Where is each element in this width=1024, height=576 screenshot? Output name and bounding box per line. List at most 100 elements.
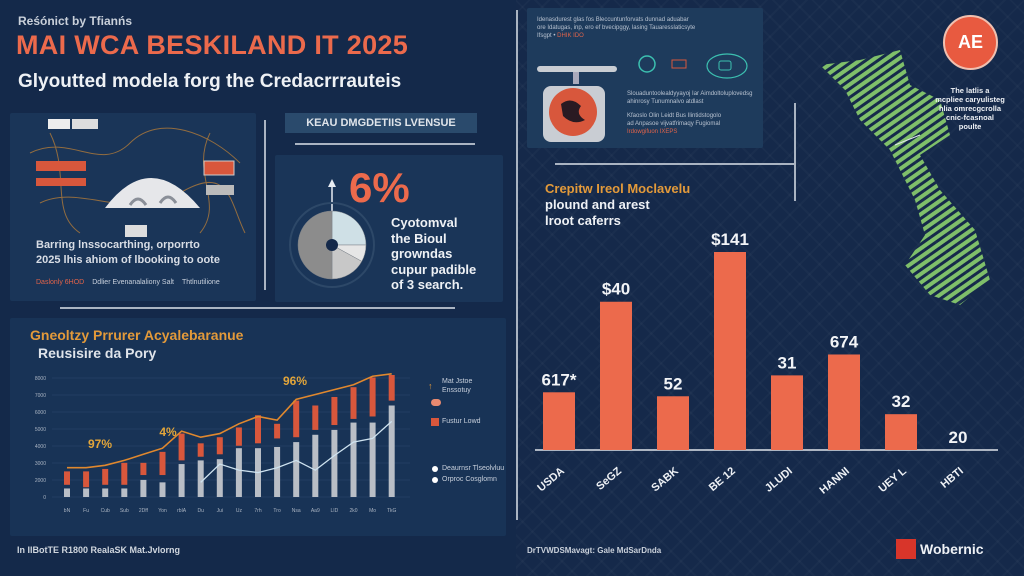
- page-subtitle: Glyoutted modela forg the Credacrrrautei…: [18, 71, 402, 92]
- x-tick-label: BE 12: [707, 465, 738, 494]
- x-tick-label: SABK: [649, 465, 681, 494]
- gray-bar: [350, 422, 357, 497]
- orange-bar: [235, 427, 242, 446]
- y-tick-label: 8000: [35, 376, 46, 382]
- device-top-text: Idenasdurest glas fos Bleccuntunforvats …: [537, 16, 757, 40]
- x-tick-label: SeGZ: [594, 465, 624, 493]
- text-line: Slouaduntoolealdyyayoj Iar Aimdoltoluplo…: [627, 91, 753, 97]
- orange-bar: [293, 400, 300, 438]
- legend-swatch: [431, 418, 439, 426]
- globe-illustration: [29, 119, 246, 237]
- x-tick-label: LID: [331, 508, 339, 514]
- arrow-up-icon: ↑: [428, 381, 433, 391]
- logo-icon: [896, 539, 916, 559]
- x-tick-label: 2Dff: [139, 508, 149, 514]
- globe-text-line2: 2025 lhis ahiom of lbooking to oote: [36, 254, 220, 266]
- text-line: ore Idatugas, inp, ero ef bvecipggy, las…: [537, 25, 696, 31]
- legend-item: Fustur Lowd: [442, 418, 481, 425]
- desc-line: the Bioul: [391, 230, 447, 246]
- arrow-head-icon: [328, 179, 336, 187]
- data-label: $40: [602, 280, 630, 299]
- bar: [714, 251, 746, 450]
- gray-bar: [159, 482, 166, 497]
- globe-legend: Daslonly 6HOD Ddlier Evenanalaliony Salt…: [36, 279, 220, 286]
- x-tick-label: Nsa: [292, 508, 301, 514]
- legend-item: Thtlnutilione: [181, 279, 220, 286]
- divider: [295, 143, 475, 145]
- x-tick-label: Du: [197, 508, 204, 514]
- trend-chart-subtitle: Reusisire da Pory: [38, 345, 157, 361]
- gray-bar: [140, 479, 147, 497]
- x-tick-label: 2k0: [349, 508, 357, 514]
- orange-bar: [274, 423, 281, 439]
- x-tick-label: Yon: [158, 508, 167, 514]
- chart-title-line: lroot caferrs: [545, 213, 621, 228]
- stat-header: KEAU DMGDETIIS LVENSUE: [285, 113, 477, 133]
- data-label: 32: [892, 392, 911, 411]
- chart-title: Gneoltzy Prrurer Acyalebaranue: [30, 327, 244, 343]
- x-tick-label: USDA: [535, 465, 567, 494]
- kicker-text: Reśónict by Tfianńs: [18, 14, 133, 28]
- gray-bar: [312, 434, 319, 497]
- chart-title-line: plound and arest: [545, 197, 650, 212]
- page-title: MAI WCA BESKILAND IT 2025: [16, 30, 409, 60]
- x-tick-label: rblA: [177, 508, 187, 514]
- data-label: 31: [778, 353, 797, 372]
- orange-bar: [178, 433, 185, 461]
- legend-item: Daslonly 6HOD: [36, 279, 85, 286]
- y-tick-label: 0: [43, 495, 46, 501]
- y-tick-label: 3000: [35, 461, 46, 467]
- text-line: mcpliee caryulisteg: [935, 95, 1005, 104]
- x-tick-label: Jui: [217, 508, 223, 514]
- trend-line-orange: [67, 372, 392, 469]
- trend-line-white: [200, 420, 393, 483]
- pie-gauge: [289, 179, 375, 288]
- legend-swatch: [431, 399, 441, 406]
- gray-bar: [369, 422, 376, 497]
- pie-slice: [297, 210, 333, 280]
- data-label: $141: [711, 230, 749, 249]
- text-line: Kfaoslo Olin Leidt Bus Ilintidstogolo: [627, 113, 722, 119]
- tag: Irdowgifuon IXEPS: [627, 129, 678, 135]
- bar: [771, 375, 803, 450]
- text-line: ahinrosy Tunumnalvo atdlast: [627, 99, 704, 105]
- data-label: 20: [949, 428, 968, 447]
- bar: [600, 301, 632, 450]
- x-tick-label: Cub: [101, 508, 110, 514]
- stat-panel: 6% Cyotomval the Bioul growndas cupur pa…: [275, 155, 503, 302]
- orange-bar: [388, 375, 395, 401]
- bar-chart-title: Crepitw Ireol Moclavelu plound and arest…: [545, 181, 690, 229]
- annotation-label: 4%: [159, 425, 177, 439]
- orange-bar: [64, 471, 70, 485]
- tag-prefix: Ifsgpt •: [537, 33, 556, 39]
- device-illustration: [537, 66, 617, 142]
- x-tick-label: Tro: [273, 508, 281, 514]
- orange-bar: [255, 415, 261, 444]
- footer-left: In IlBotTE R1800 RealaSK Mat.Jvlorng: [17, 545, 181, 555]
- gray-bar: [197, 460, 204, 497]
- text-line: cnic-fcasnoal: [946, 113, 994, 122]
- x-tick-label: HANNI: [818, 465, 852, 497]
- chart-title-line: Crepitw Ireol Moclavelu: [545, 181, 691, 196]
- map-illustration: [820, 50, 990, 305]
- bar: [828, 354, 860, 450]
- x-tick-label: Sub: [120, 508, 129, 514]
- x-tick-label: 7rh: [254, 508, 261, 514]
- orange-bar: [216, 437, 223, 455]
- legend-dot: [432, 477, 438, 483]
- y-tick-label: 4000: [35, 444, 46, 450]
- x-tick-label: JLUDI: [763, 465, 795, 495]
- bar: [885, 414, 917, 450]
- gray-bar: [216, 459, 223, 497]
- legend-item: Mat Jstoe: [442, 378, 473, 385]
- device-mid-text: Slouaduntoolealdyyayoj Iar Aimdoltoluplo…: [627, 90, 752, 106]
- y-tick-label: 7000: [35, 393, 46, 399]
- globe-panel: Barring lnssocarthing, orporrto 2025 lhi…: [10, 113, 256, 301]
- x-tick-label: bN: [64, 508, 71, 514]
- text-line: poulte: [958, 122, 982, 131]
- gray-bar: [121, 488, 128, 497]
- orange-bar: [102, 468, 109, 485]
- orange-bar: [331, 396, 338, 426]
- footer-middle: DrTVWDSMavagt: Gale MdSarDnda: [527, 546, 662, 555]
- gray-bar: [64, 488, 70, 497]
